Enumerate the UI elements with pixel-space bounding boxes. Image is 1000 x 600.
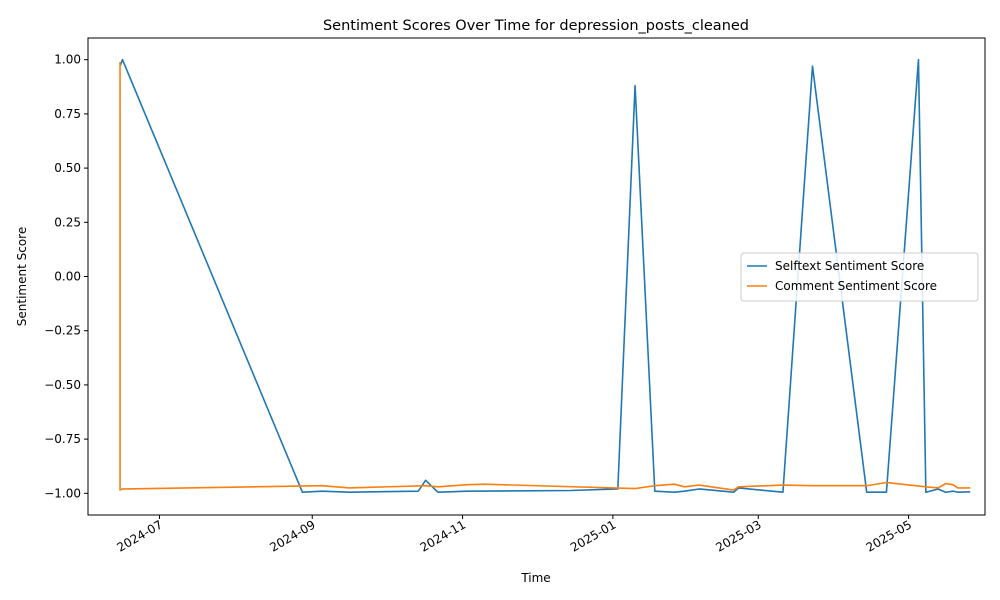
y-tick-label: −0.25 (44, 324, 81, 338)
x-tick-label: 2024-07 (115, 517, 165, 554)
x-tick-label: 2025-01 (568, 517, 618, 554)
x-tick-label: 2025-03 (713, 517, 763, 554)
y-tick-label: −0.75 (44, 432, 81, 446)
x-axis-label: Time (520, 571, 550, 585)
legend-box (740, 252, 979, 302)
y-tick-label: 0.25 (54, 215, 81, 229)
y-tick-label: 1.00 (54, 53, 81, 67)
legend-label: Comment Sentiment Score (775, 279, 937, 293)
series-line-1 (119, 58, 971, 494)
y-tick-label: 0.50 (54, 161, 81, 175)
y-tick-label: −1.00 (44, 486, 81, 500)
y-tick-label: 0.75 (54, 107, 81, 121)
x-tick-label: 2024-11 (418, 517, 468, 554)
series-line-2 (119, 61, 971, 491)
x-tick-label: 2024-09 (267, 517, 317, 554)
x-tick-label: 2025-05 (864, 517, 914, 554)
chart-title: Sentiment Scores Over Time for depressio… (323, 18, 749, 34)
y-axis-label: Sentiment Score (15, 227, 29, 326)
plot-area (119, 58, 971, 494)
y-tick-label: −0.50 (44, 378, 81, 392)
legend: Selftext Sentiment Score Comment Sentimen… (740, 252, 979, 302)
legend-label: Selftext Sentiment Score (775, 259, 924, 273)
y-axis: 1.00 0.75 0.50 0.25 0.00 −0.25 −0.50 −0.75 −1.00 (44, 53, 88, 500)
x-axis: 2024-07 2024-09 2024-11 2025-01 2025-03 2025-… (115, 515, 914, 555)
y-tick-label: 0.00 (54, 270, 81, 284)
